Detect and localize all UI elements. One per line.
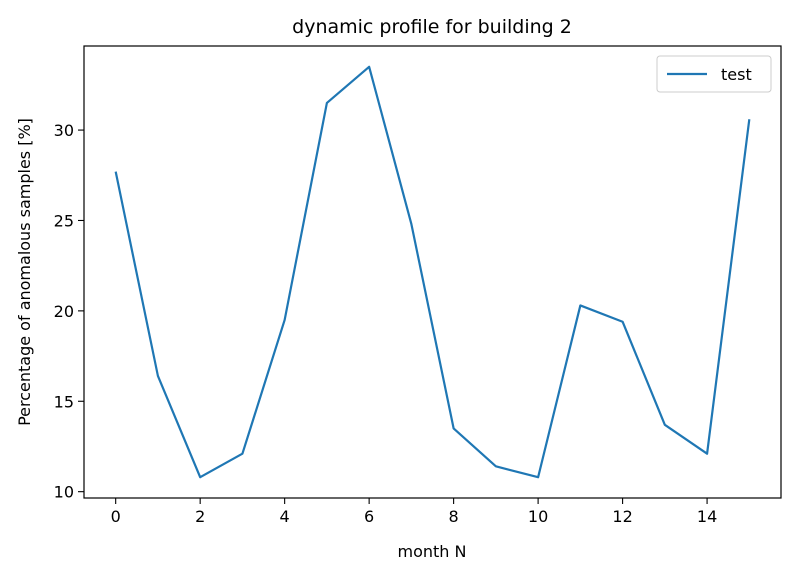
axes-frame [83, 45, 782, 499]
y-tick-label: 25 [54, 211, 74, 230]
y-tick-label: 10 [54, 483, 74, 502]
y-axis-label: Percentage of anomalous samples [%] [15, 118, 34, 426]
x-axis-label: month N [398, 542, 467, 561]
legend-label-test: test [721, 65, 752, 84]
chart-title: dynamic profile for building 2 [292, 16, 572, 38]
series-layer [114, 65, 751, 479]
x-tick-label: 6 [364, 507, 374, 526]
y-axis: 10 15 20 25 30 [54, 121, 84, 502]
x-tick-label: 8 [449, 507, 459, 526]
x-tick-label: 0 [111, 507, 121, 526]
x-tick-label: 10 [528, 507, 548, 526]
legend-box [656, 55, 772, 93]
x-tick-label: 14 [697, 507, 717, 526]
x-tick-label: 2 [195, 507, 205, 526]
series-line-test [114, 65, 751, 479]
x-tick-label: 12 [612, 507, 632, 526]
x-tick-label: 4 [280, 507, 290, 526]
y-tick-label: 20 [54, 302, 74, 321]
x-axis: 0 2 4 6 8 10 12 14 [111, 498, 717, 526]
legend: test [656, 55, 772, 93]
y-tick-label: 15 [54, 392, 74, 411]
y-tick-label: 30 [54, 121, 74, 140]
